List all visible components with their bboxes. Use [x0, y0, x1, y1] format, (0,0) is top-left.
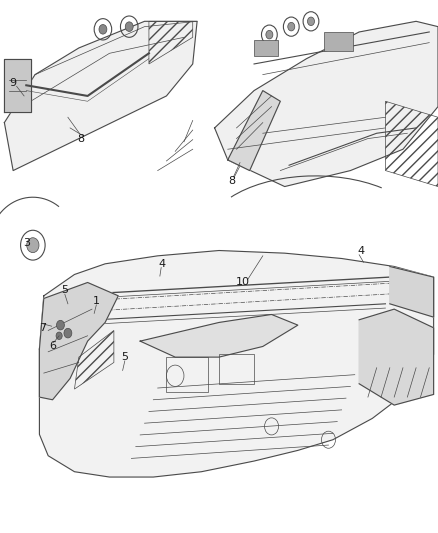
Bar: [166, 357, 208, 392]
Circle shape: [288, 22, 295, 31]
Circle shape: [125, 22, 133, 31]
Circle shape: [266, 30, 273, 39]
Text: 10: 10: [236, 278, 250, 287]
Polygon shape: [39, 251, 434, 477]
Text: 1: 1: [93, 296, 100, 306]
Polygon shape: [39, 282, 118, 400]
Text: 5: 5: [61, 286, 68, 295]
Circle shape: [64, 328, 72, 338]
Text: 3: 3: [23, 238, 30, 247]
Polygon shape: [4, 59, 31, 112]
Polygon shape: [359, 309, 434, 405]
Bar: [254, 40, 278, 56]
Text: 7: 7: [39, 323, 46, 333]
Text: 4: 4: [159, 259, 166, 269]
Text: 6: 6: [49, 342, 56, 351]
Text: 9: 9: [10, 78, 17, 87]
Polygon shape: [140, 314, 298, 357]
Polygon shape: [228, 91, 280, 171]
Polygon shape: [390, 266, 434, 317]
Text: 4: 4: [358, 246, 365, 255]
Text: 5: 5: [121, 352, 128, 362]
Bar: [324, 32, 353, 51]
Bar: [219, 354, 254, 384]
Circle shape: [27, 238, 39, 253]
Circle shape: [307, 17, 314, 26]
Polygon shape: [215, 21, 438, 187]
Text: 8: 8: [229, 176, 236, 186]
Polygon shape: [4, 21, 197, 171]
Circle shape: [99, 25, 107, 34]
Circle shape: [56, 332, 62, 340]
Circle shape: [57, 320, 64, 330]
Text: 8: 8: [78, 134, 85, 143]
